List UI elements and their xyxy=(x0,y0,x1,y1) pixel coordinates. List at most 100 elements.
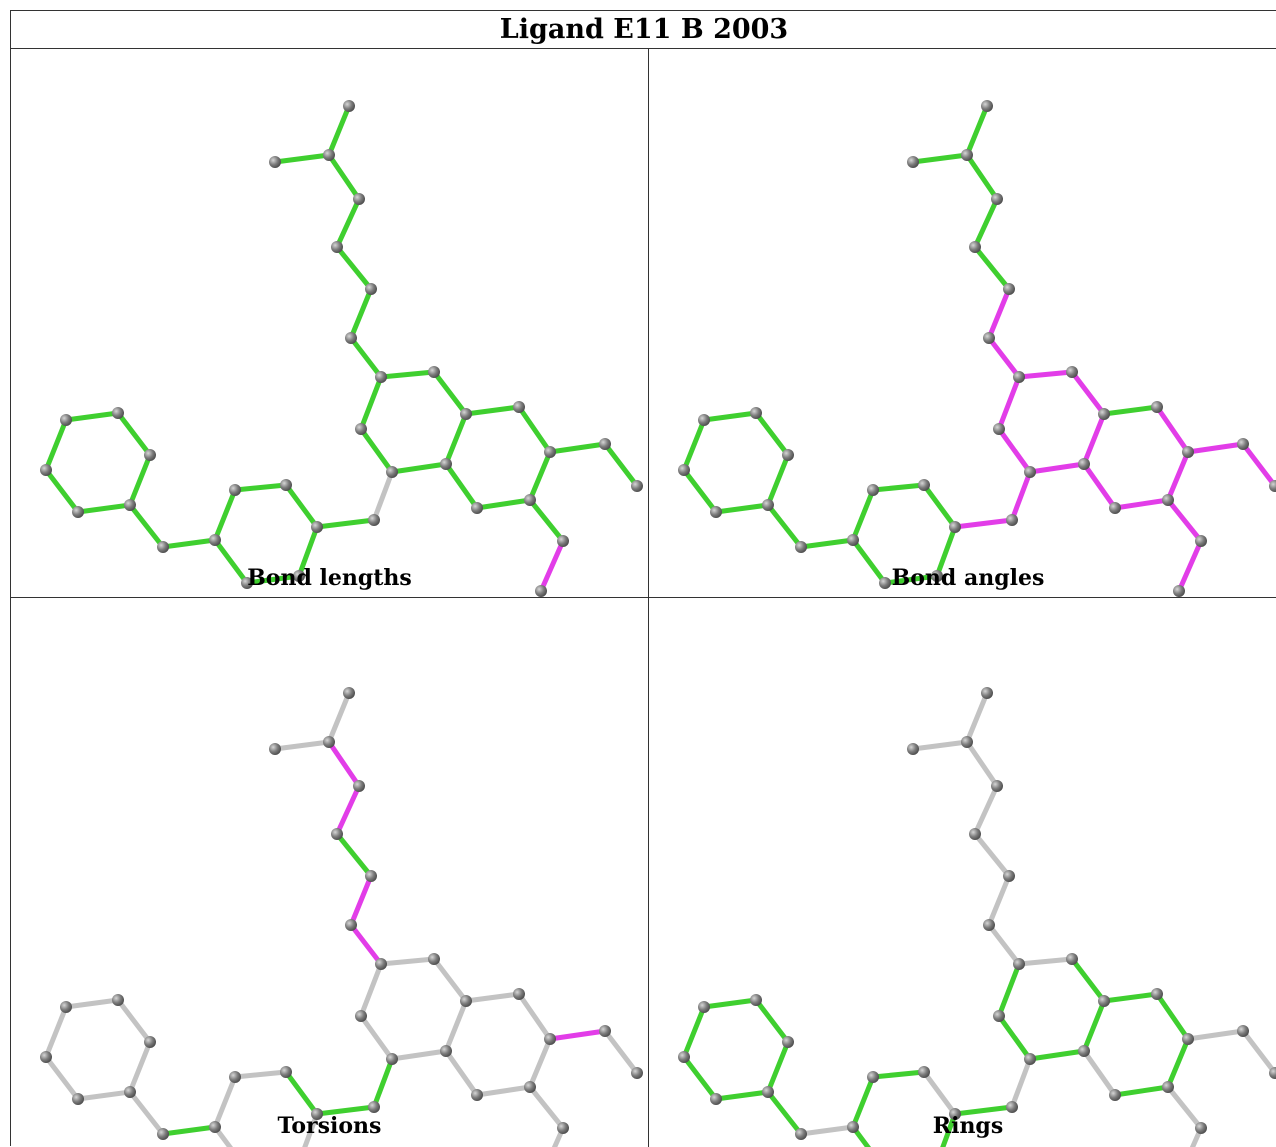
atom-27 xyxy=(918,479,930,491)
bond-14-15 xyxy=(1185,1028,1246,1042)
atom-13 xyxy=(513,401,525,413)
atom-16 xyxy=(631,1067,643,1079)
bond-17-18 xyxy=(527,1084,566,1131)
atom-24 xyxy=(879,577,891,589)
bond-15-16 xyxy=(602,1028,640,1076)
atom-22 xyxy=(949,1108,961,1120)
atom-12 xyxy=(1098,408,1110,420)
bond-22-23 xyxy=(296,524,320,579)
bond-31-32 xyxy=(63,410,121,423)
atom-22 xyxy=(311,1108,323,1120)
bond-29-30 xyxy=(127,452,153,508)
bond-26-27 xyxy=(232,482,289,493)
bond-13-14 xyxy=(1154,404,1191,455)
atom-3 xyxy=(353,780,365,792)
figure-title: Ligand E11 B 2003 xyxy=(11,11,1276,49)
atom-18 xyxy=(1195,535,1207,547)
bond-25-26 xyxy=(850,487,876,543)
atom-22 xyxy=(311,521,323,533)
atom-11 xyxy=(1078,458,1090,470)
atom-34 xyxy=(72,1093,84,1105)
atom-34 xyxy=(72,506,84,518)
atom-28 xyxy=(157,1128,169,1140)
bond-25-26 xyxy=(212,1074,238,1130)
bond-6-7 xyxy=(986,922,1022,967)
atom-2 xyxy=(961,736,973,748)
atom-24 xyxy=(241,577,253,589)
atom-14 xyxy=(544,1033,556,1045)
bond-11-12 xyxy=(443,411,469,467)
atom-11 xyxy=(1078,1045,1090,1057)
atom-20 xyxy=(1109,1089,1121,1101)
bond-10-21 xyxy=(371,469,395,523)
atom-2 xyxy=(323,149,335,161)
atom-27 xyxy=(280,1066,292,1078)
atom-31 xyxy=(750,407,762,419)
bond-21-22 xyxy=(314,1104,377,1117)
atom-30 xyxy=(782,449,794,461)
atom-16 xyxy=(1269,1067,1276,1079)
atom-16 xyxy=(631,480,643,492)
atom-18 xyxy=(557,1122,569,1134)
bond-14-15 xyxy=(547,441,608,455)
bond-5-6 xyxy=(348,873,374,928)
atom-8 xyxy=(1066,953,1078,965)
atom-7 xyxy=(375,958,387,970)
bond-32-33 xyxy=(681,1004,707,1060)
bond-29-30 xyxy=(765,1039,791,1095)
bond-18-19 xyxy=(551,1125,566,1147)
bond-17-20 xyxy=(474,1084,533,1098)
bond-22-23 xyxy=(940,1111,958,1147)
atom-15 xyxy=(1237,1025,1249,1037)
bond-34-29 xyxy=(75,1089,133,1102)
atom-19 xyxy=(1173,585,1185,597)
atom-1 xyxy=(269,743,281,755)
atom-7 xyxy=(1013,371,1025,383)
atom-32 xyxy=(698,414,710,426)
atom-18 xyxy=(1195,1122,1207,1134)
bond-12-13 xyxy=(463,404,522,417)
bond-9-10 xyxy=(996,426,1033,475)
atom-20 xyxy=(471,1089,483,1101)
atom-23 xyxy=(293,570,305,582)
atom-9 xyxy=(993,1010,1005,1022)
bond-27-22 xyxy=(921,482,958,530)
atom-15 xyxy=(599,438,611,450)
atom-3 xyxy=(991,780,1003,792)
bond-8-12 xyxy=(1069,369,1107,417)
bond-26-27 xyxy=(870,482,927,493)
atom-8 xyxy=(428,366,440,378)
bond-4-5 xyxy=(972,244,1012,292)
bond-14-17 xyxy=(527,1036,553,1090)
bond-17-18 xyxy=(1165,1084,1204,1131)
bond-25-28 xyxy=(798,1124,856,1137)
panel-bond-angles: Bond angles xyxy=(649,49,1276,598)
bond-10-11 xyxy=(1027,461,1087,475)
panel-bond-lengths: Bond lengths xyxy=(11,49,649,598)
atom-21 xyxy=(1006,514,1018,526)
bond-32-33 xyxy=(43,1004,69,1060)
bond-17-18 xyxy=(1165,497,1204,544)
bond-24-25 xyxy=(850,1124,872,1147)
atom-2 xyxy=(961,149,973,161)
bond-30-31 xyxy=(753,997,791,1045)
atom-7 xyxy=(375,371,387,383)
bond-34-29 xyxy=(713,1089,771,1102)
atom-33 xyxy=(40,1051,52,1063)
bond-2-3 xyxy=(326,152,362,202)
atom-20 xyxy=(471,502,483,514)
bond-24-25 xyxy=(212,1124,234,1147)
bond-14-17 xyxy=(527,449,553,503)
bond-21-22 xyxy=(952,1104,1015,1117)
bond-11-12 xyxy=(443,998,469,1054)
bond-28-29 xyxy=(127,1089,166,1137)
atom-5 xyxy=(365,283,377,295)
atom-25 xyxy=(209,534,221,546)
bond-1-2 xyxy=(910,152,970,165)
bond-0-2 xyxy=(326,690,352,745)
bond-3-4 xyxy=(972,196,1000,250)
molecule-rings xyxy=(678,687,1276,1147)
bond-11-12 xyxy=(1081,998,1107,1054)
bond-4-5 xyxy=(972,831,1012,879)
atom-26 xyxy=(867,484,879,496)
